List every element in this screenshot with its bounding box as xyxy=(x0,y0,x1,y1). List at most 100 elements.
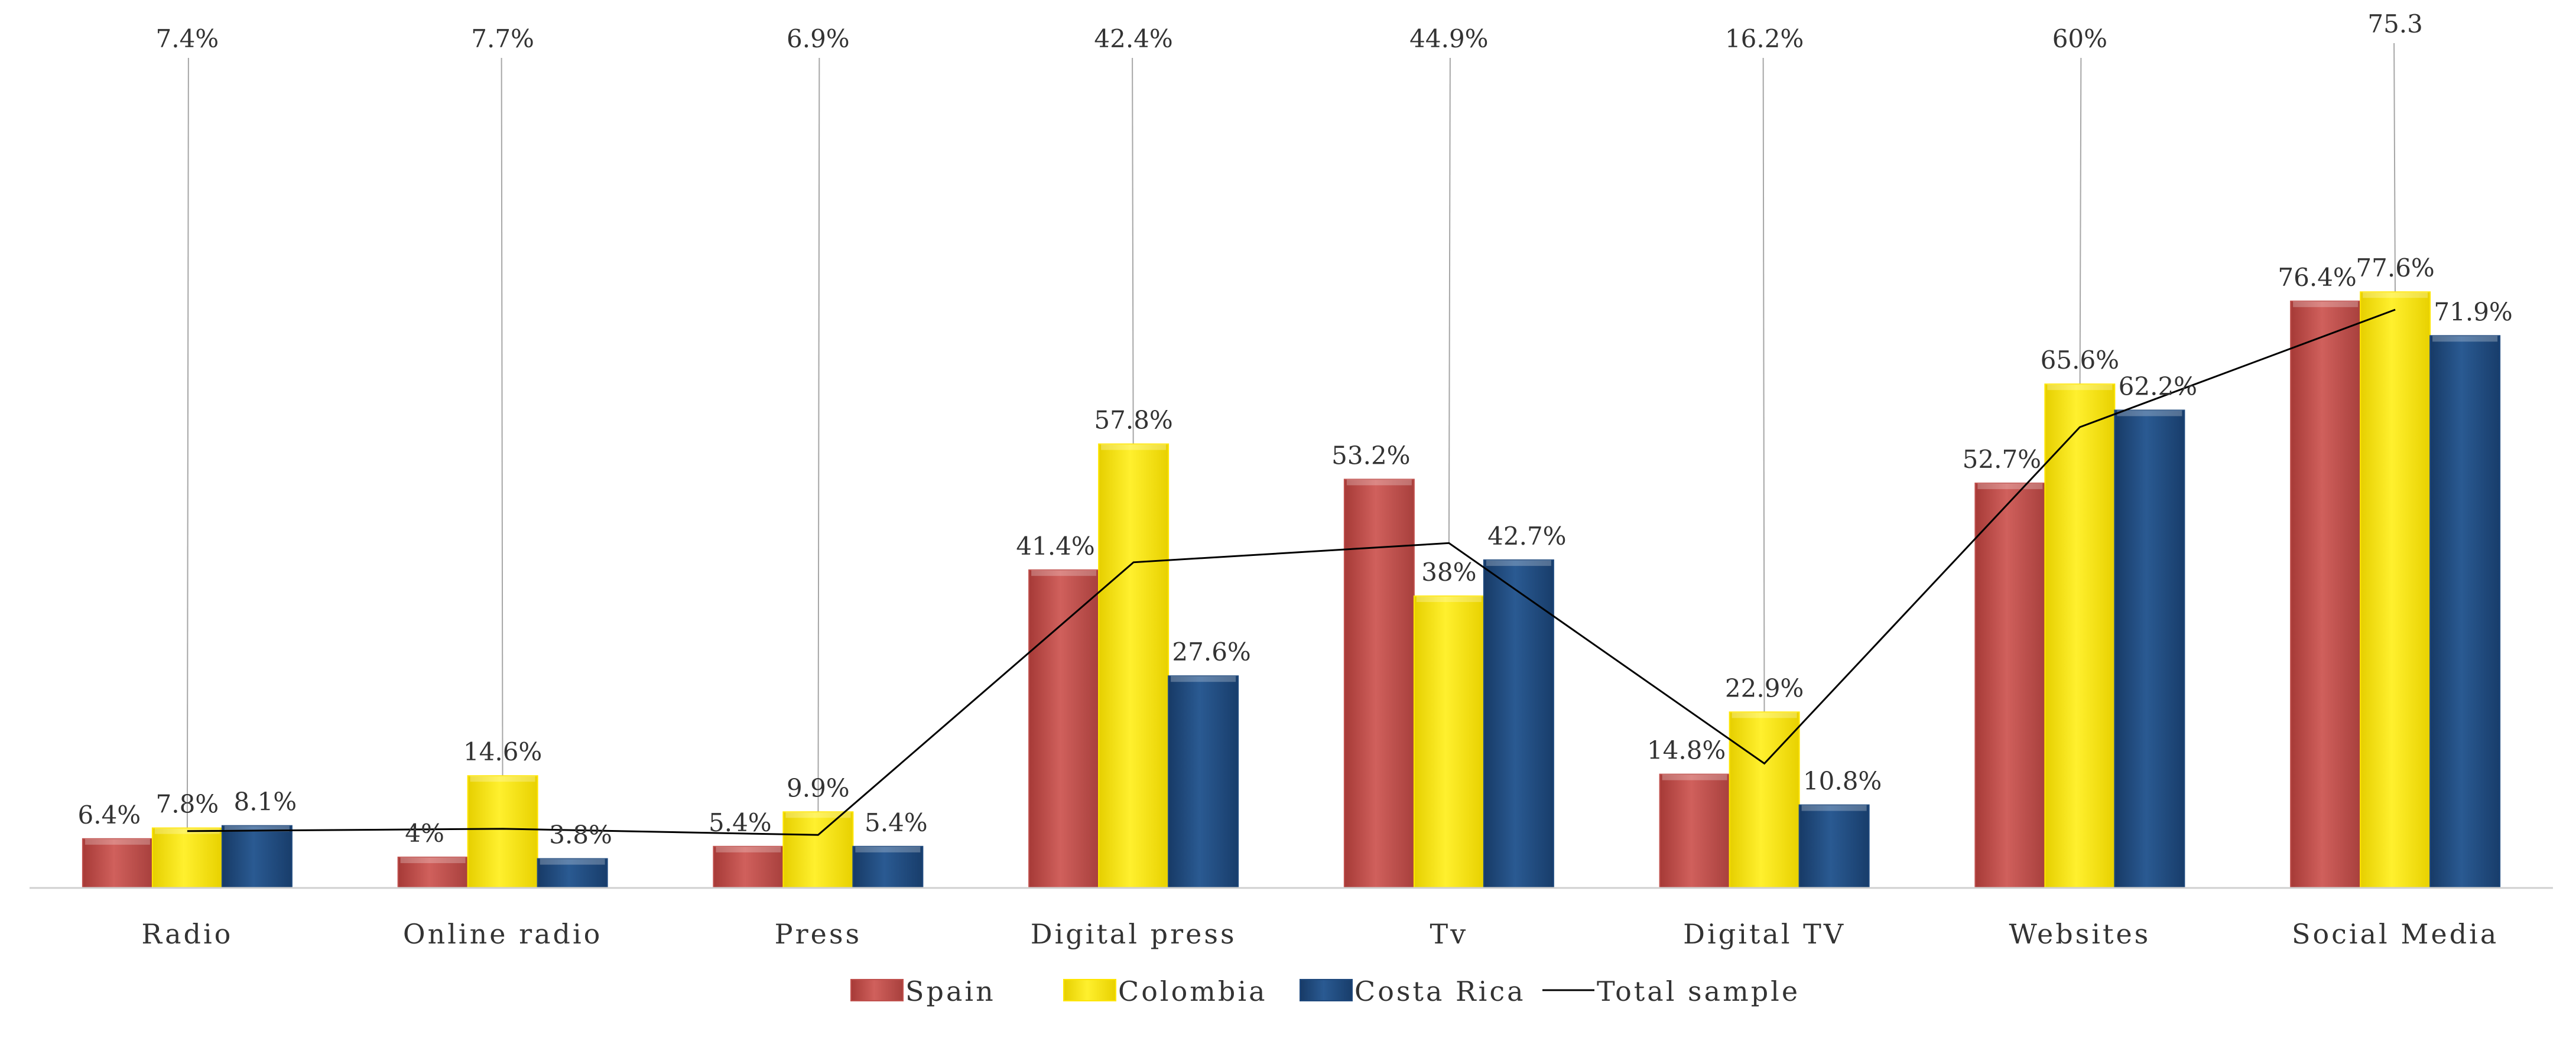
data-label-costa-rica-websites: 62.2% xyxy=(2119,372,2197,401)
bar-costa-rica-digital-tv xyxy=(1798,804,1870,889)
bar-bevel-colombia-press xyxy=(785,812,851,818)
bar-bevel-colombia-digital-tv xyxy=(1732,712,1797,718)
data-label-colombia-press: 9.9% xyxy=(787,773,850,802)
bar-bevel-colombia-websites xyxy=(2047,384,2113,391)
data-label-costa-rica-radio: 8.1% xyxy=(234,788,297,816)
bar-colombia-press xyxy=(782,811,854,889)
bar-bevel-spain-press xyxy=(716,846,781,852)
data-label-colombia-online-radio: 14.6% xyxy=(463,737,542,766)
data-labels: 6.4% 4% 5.4% 41.4% 53.2% 14.8% 52.7% 76.4% 7.8% 1… xyxy=(78,9,2513,850)
legend-item-costa-rica: Costa Rica xyxy=(1300,975,1526,1007)
legend-item-colombia: Colombia xyxy=(1063,975,1268,1007)
data-label-total-sample-social-media: 75.3 xyxy=(2367,9,2423,38)
legend-item-spain: Spain xyxy=(850,975,993,1007)
bar-costa-rica-tv xyxy=(1483,559,1554,889)
bar-spain-digital-tv xyxy=(1659,773,1730,889)
x-tick-label-tv: Tv xyxy=(1430,918,1469,950)
bar-colombia-radio xyxy=(151,827,223,889)
leader-line-websites xyxy=(2079,57,2082,428)
total-sample-line-group xyxy=(187,308,2396,836)
data-label-spain-digital-tv: 14.8% xyxy=(1647,736,1726,765)
data-label-spain-digital-press: 41.4% xyxy=(1016,532,1094,561)
data-label-colombia-websites: 65.6% xyxy=(2041,346,2119,375)
data-label-colombia-radio: 7.8% xyxy=(156,790,219,819)
leader-line-radio xyxy=(186,57,189,831)
bar-costa-rica-online-radio xyxy=(537,858,608,889)
x-tick-label-digital-press: Digital press xyxy=(1031,918,1237,950)
data-label-spain-social-media: 76.4% xyxy=(2278,263,2356,292)
x-tick-label-press: Press xyxy=(775,918,862,950)
bar-bevel-spain-websites xyxy=(1977,483,2043,489)
legend-label-costa-rica: Costa Rica xyxy=(1354,975,1526,1007)
bar-bevel-spain-radio xyxy=(85,838,150,845)
leader-line-digital-tv xyxy=(1762,57,1765,764)
leader-line-social-media xyxy=(2393,43,2396,310)
data-label-spain-press: 5.4% xyxy=(709,808,772,837)
data-label-total-sample-digital-press: 42.4% xyxy=(1094,24,1172,53)
bar-bevel-colombia-social-media xyxy=(2363,292,2428,298)
bar-bevel-costa-rica-websites xyxy=(2117,410,2182,417)
leader-line-tv xyxy=(1448,57,1451,544)
x-tick-label-digital-tv: Digital TV xyxy=(1683,918,1846,950)
bar-spain-radio xyxy=(82,838,153,889)
bar-colombia-digital-tv xyxy=(1729,711,1800,889)
data-label-costa-rica-digital-press: 27.6% xyxy=(1172,637,1250,666)
bars xyxy=(82,291,2501,889)
bar-bevel-spain-online-radio xyxy=(400,857,466,863)
data-label-colombia-social-media: 77.6% xyxy=(2356,253,2434,282)
bar-colombia-online-radio xyxy=(467,775,538,889)
legend-swatch-costa-rica xyxy=(1300,979,1353,1001)
bar-costa-rica-press xyxy=(852,845,924,889)
bar-bevel-costa-rica-digital-press xyxy=(1171,676,1236,682)
data-label-costa-rica-social-media: 71.9% xyxy=(2434,297,2512,326)
data-label-colombia-digital-press: 57.8% xyxy=(1094,406,1172,435)
bar-bevel-colombia-online-radio xyxy=(470,776,535,782)
data-label-colombia-digital-tv: 22.9% xyxy=(1725,673,1804,702)
data-label-spain-tv: 53.2% xyxy=(1331,441,1410,470)
x-tick-label-online-radio: Online radio xyxy=(403,918,603,950)
legend-swatch-spain xyxy=(850,979,904,1001)
x-axis: Radio Online radio Press Digital press Tv Dig… xyxy=(30,887,2553,950)
data-label-spain-radio: 6.4% xyxy=(78,801,141,829)
bar-bevel-colombia-tv xyxy=(1416,596,1482,602)
bar-bevel-costa-rica-online-radio xyxy=(540,858,605,865)
bar-spain-digital-press xyxy=(1028,569,1100,889)
bar-costa-rica-websites xyxy=(2114,409,2185,889)
bar-colombia-tv xyxy=(1413,596,1484,889)
bar-colombia-digital-press xyxy=(1098,443,1170,889)
bar-colombia-websites xyxy=(2044,383,2116,889)
leader-line-online-radio xyxy=(501,57,503,829)
legend-label-colombia: Colombia xyxy=(1118,975,1268,1007)
data-label-costa-rica-digital-tv: 10.8% xyxy=(1803,767,1882,796)
data-label-costa-rica-press: 5.4% xyxy=(865,808,928,837)
data-label-total-sample-websites: 60% xyxy=(2052,24,2107,53)
data-label-costa-rica-online-radio: 3.8% xyxy=(549,821,612,850)
leader-line-press xyxy=(817,57,820,835)
bar-bevel-colombia-digital-press xyxy=(1101,444,1167,450)
x-tick-label-social-media: Social Media xyxy=(2292,918,2499,950)
bar-bevel-costa-rica-tv xyxy=(1486,559,1551,566)
bar-bevel-spain-social-media xyxy=(2293,301,2359,307)
bar-bevel-costa-rica-social-media xyxy=(2432,336,2498,342)
data-label-total-sample-digital-tv: 16.2% xyxy=(1725,24,1804,53)
data-label-spain-websites: 52.7% xyxy=(1963,445,2041,474)
data-label-total-sample-tv: 44.9% xyxy=(1409,24,1488,53)
bar-spain-social-media xyxy=(2290,300,2361,889)
bar-bevel-costa-rica-press xyxy=(855,846,921,852)
data-label-colombia-tv: 38% xyxy=(1421,558,1476,587)
legend-swatch-colombia xyxy=(1063,979,1116,1001)
bar-bevel-spain-digital-press xyxy=(1031,570,1097,576)
data-label-costa-rica-tv: 42.7% xyxy=(1487,522,1566,551)
bar-colombia-social-media xyxy=(2360,291,2431,889)
bar-bevel-spain-digital-tv xyxy=(1662,774,1727,780)
total-sample-line xyxy=(187,308,2396,836)
data-label-total-sample-online-radio: 7.7% xyxy=(471,24,534,53)
bar-spain-online-radio xyxy=(397,857,469,889)
bar-bevel-spain-tv xyxy=(1346,479,1412,486)
data-label-spain-online-radio: 4% xyxy=(405,819,444,848)
bar-costa-rica-social-media xyxy=(2429,335,2501,889)
bar-bevel-costa-rica-digital-tv xyxy=(1801,805,1867,811)
bar-spain-press xyxy=(713,845,784,889)
